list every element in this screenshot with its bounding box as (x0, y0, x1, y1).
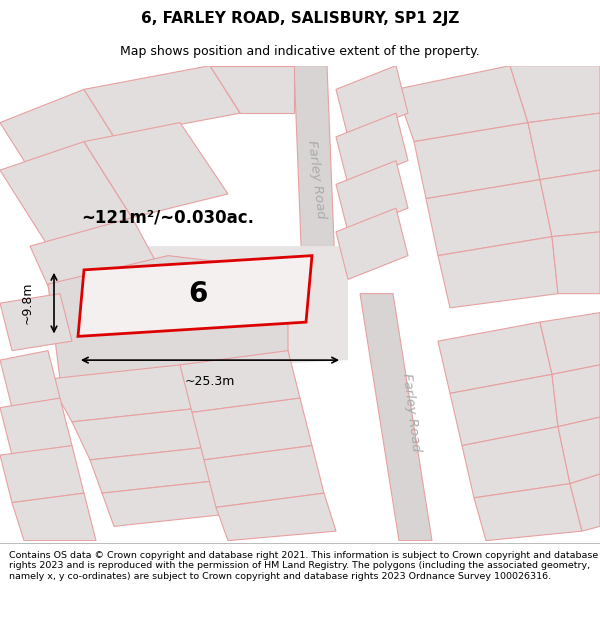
Polygon shape (336, 161, 408, 232)
Polygon shape (510, 66, 600, 122)
Polygon shape (426, 179, 552, 256)
Polygon shape (78, 256, 312, 336)
Polygon shape (450, 374, 558, 446)
Polygon shape (216, 493, 336, 541)
Polygon shape (0, 398, 72, 455)
Polygon shape (0, 89, 114, 170)
Polygon shape (336, 66, 408, 137)
Polygon shape (180, 351, 300, 413)
Polygon shape (336, 208, 408, 279)
Text: 6: 6 (188, 279, 208, 308)
Text: Farley Road: Farley Road (400, 372, 422, 452)
Polygon shape (540, 170, 600, 237)
Polygon shape (360, 294, 432, 541)
Polygon shape (474, 484, 582, 541)
Polygon shape (192, 398, 312, 460)
Polygon shape (438, 237, 558, 308)
Text: 6, FARLEY ROAD, SALISBURY, SP1 2JZ: 6, FARLEY ROAD, SALISBURY, SP1 2JZ (141, 11, 459, 26)
Polygon shape (294, 66, 336, 294)
Polygon shape (528, 113, 600, 179)
Polygon shape (570, 474, 600, 531)
Polygon shape (102, 479, 246, 526)
Polygon shape (0, 446, 84, 503)
Text: Map shows position and indicative extent of the property.: Map shows position and indicative extent… (120, 45, 480, 58)
Text: ~9.8m: ~9.8m (20, 282, 34, 324)
Polygon shape (12, 493, 96, 541)
Polygon shape (204, 446, 324, 508)
Polygon shape (0, 351, 60, 408)
Text: Farley Road: Farley Road (305, 139, 328, 219)
Text: ~25.3m: ~25.3m (185, 375, 235, 388)
Polygon shape (48, 365, 204, 422)
Polygon shape (540, 312, 600, 374)
Polygon shape (396, 66, 528, 142)
Polygon shape (552, 232, 600, 294)
Polygon shape (0, 142, 132, 246)
Text: ~121m²/~0.030ac.: ~121m²/~0.030ac. (82, 209, 254, 227)
Polygon shape (210, 66, 294, 113)
Polygon shape (336, 113, 408, 184)
Polygon shape (438, 322, 552, 393)
Polygon shape (552, 365, 600, 427)
Polygon shape (414, 122, 540, 199)
Polygon shape (558, 417, 600, 484)
Polygon shape (84, 66, 240, 137)
Polygon shape (30, 217, 168, 312)
Polygon shape (72, 408, 222, 460)
Polygon shape (84, 122, 228, 218)
Polygon shape (0, 294, 72, 351)
Polygon shape (78, 246, 348, 374)
Polygon shape (48, 256, 288, 379)
Polygon shape (90, 446, 234, 493)
Polygon shape (462, 427, 570, 498)
Text: Contains OS data © Crown copyright and database right 2021. This information is : Contains OS data © Crown copyright and d… (9, 551, 598, 581)
